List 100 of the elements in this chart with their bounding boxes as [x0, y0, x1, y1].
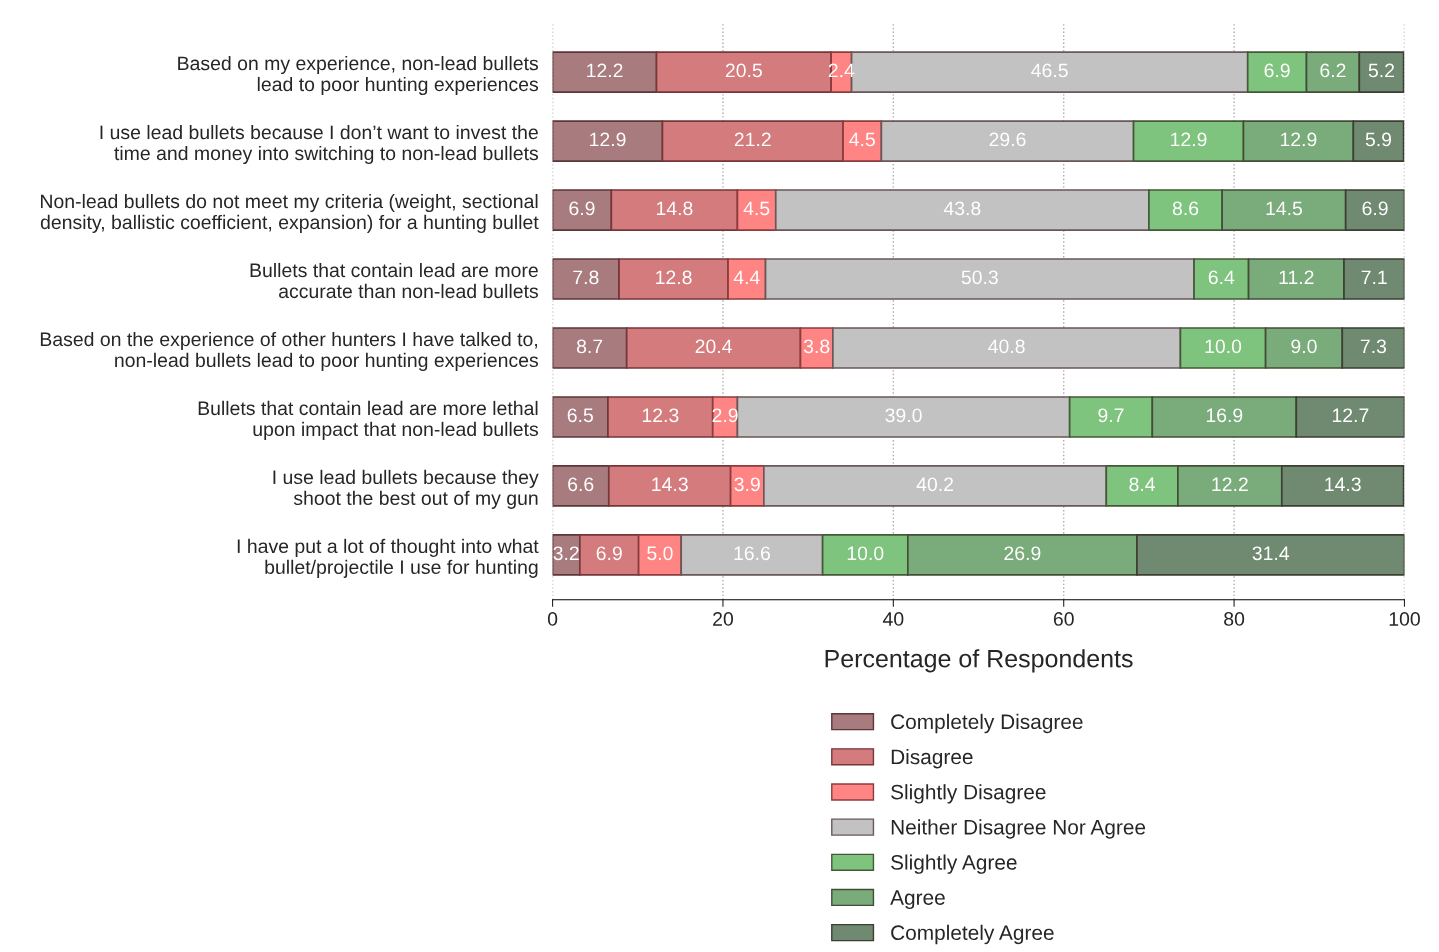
x-tick-label: 60: [1053, 612, 1074, 626]
bar: [880, 120, 1135, 162]
data-label: 6.9: [1362, 201, 1388, 216]
bar: [607, 396, 714, 438]
x-tick-label: 20: [713, 612, 734, 626]
data-label: 5.2: [1368, 63, 1394, 78]
data-label: 26.9: [1004, 546, 1041, 561]
data-label: 39.0: [885, 408, 922, 423]
data-label: 12.9: [1171, 132, 1207, 147]
data-label: 31.4: [1252, 546, 1290, 561]
bar: [579, 534, 640, 576]
bar: [1295, 396, 1405, 438]
data-label: 3.8: [803, 339, 830, 354]
data-label: 9.7: [1098, 408, 1124, 423]
bar: [637, 534, 683, 576]
data-label: 10.0: [847, 546, 884, 561]
bar: [1136, 534, 1405, 576]
data-label: 8.7: [576, 339, 603, 354]
data-label: 14.5: [1266, 201, 1303, 216]
bar: [552, 258, 620, 300]
data-label: 16.6: [734, 546, 770, 561]
bar: [727, 258, 767, 300]
legend-label: Slightly Disagree: [891, 784, 1046, 804]
data-label: 6.9: [1264, 63, 1290, 78]
bar: [764, 258, 1195, 300]
legend-label: Neither Disagree Nor Agree: [891, 819, 1146, 839]
data-label: 5.9: [1365, 132, 1392, 147]
data-label: 12.9: [590, 132, 626, 147]
data-label: 8.6: [1172, 201, 1199, 216]
data-label: 6.9: [569, 201, 595, 216]
bar: [618, 258, 729, 300]
bar: [552, 396, 609, 438]
data-label: 12.2: [1212, 477, 1248, 491]
data-label: 6.4: [1208, 270, 1235, 285]
bar: [842, 120, 883, 162]
bar: [625, 327, 802, 369]
data-label: 40.2: [916, 477, 954, 492]
bar: [736, 396, 1071, 438]
bar: [1280, 465, 1405, 507]
bar: [552, 327, 628, 369]
y-tick-label: I use lead bullets because I don’t want to invest the time and money into switching to non-lead bullets: [100, 124, 539, 165]
x-tick-label: 0: [547, 612, 558, 626]
data-label: 14.3: [652, 477, 688, 492]
data-label: 6.9: [596, 546, 622, 561]
bar: [1343, 258, 1405, 300]
data-label: 21.2: [734, 132, 771, 147]
data-label: 3.9: [734, 477, 760, 492]
data-label: 3.2: [553, 546, 579, 561]
bar: [1352, 120, 1405, 162]
y-tick-label: Based on my experience, non-lead bullets lead to poor hunting experiences: [178, 55, 539, 96]
data-label: 12.7: [1332, 408, 1369, 422]
bar: [1341, 327, 1405, 369]
data-label: 6.5: [567, 408, 593, 423]
data-label: 4.4: [733, 270, 760, 285]
y-tick-label: Bullets that contain lead are more accurate than non-lead bullets: [250, 262, 539, 299]
data-label: 14.3: [1325, 477, 1361, 492]
x-axis-title: Percentage of Respondents: [825, 649, 1133, 673]
legend-label: Completely Disagree: [891, 713, 1083, 734]
data-label: 8.4: [1129, 477, 1156, 492]
x-tick-label: 40: [882, 612, 904, 626]
y-tick-label: I use lead bullets because they shoot the best out of my gun: [273, 469, 539, 509]
data-label: 9.0: [1291, 339, 1317, 354]
bar: [832, 327, 1182, 369]
data-label: 20.5: [725, 63, 762, 78]
data-label: 7.8: [573, 270, 599, 285]
bar: [774, 189, 1150, 231]
bar: [607, 465, 732, 507]
x-tick-label: 80: [1224, 612, 1245, 626]
y-tick-label: Bullets that contain lead are more lethal upon impact that non-lead bullets: [198, 400, 539, 440]
data-label: 20.4: [695, 339, 732, 354]
bar: [680, 534, 824, 576]
data-label: 29.6: [989, 132, 1026, 147]
bar: [763, 465, 1108, 507]
data-label: 4.5: [743, 201, 770, 216]
data-label: 14.8: [656, 201, 693, 216]
data-label: 6.2: [1320, 63, 1346, 78]
legend-label: Disagree: [891, 748, 973, 769]
bar: [552, 465, 610, 507]
data-label: 46.5: [1031, 63, 1068, 78]
bar: [661, 120, 844, 162]
data-label: 12.8: [656, 270, 692, 285]
bar: [610, 189, 739, 231]
x-tick-label: 100: [1389, 612, 1420, 626]
bar: [552, 120, 664, 162]
y-tick-label: Non-lead bullets do not meet my criteria (weight, sectional density, ballistic coefficient, expansion) for a hunting bullet: [40, 193, 539, 233]
y-tick-label: I have put a lot of thought into what bullet/projectile I use for hunting: [237, 538, 539, 578]
data-label: 6.6: [568, 477, 594, 492]
bar: [736, 189, 777, 231]
data-label: 50.3: [961, 270, 998, 285]
data-label: 40.8: [988, 339, 1025, 354]
data-label: 5.0: [647, 546, 673, 561]
data-label: 10.0: [1205, 339, 1242, 354]
bar: [552, 189, 613, 231]
bar: [1344, 189, 1405, 231]
bar: [552, 51, 658, 93]
legend-label: Slightly Agree: [891, 854, 1017, 874]
data-label: 12.3: [642, 408, 679, 423]
legend-label: Agree: [890, 890, 945, 910]
data-label: 12.9: [1280, 132, 1317, 147]
data-label: 7.1: [1361, 270, 1387, 285]
